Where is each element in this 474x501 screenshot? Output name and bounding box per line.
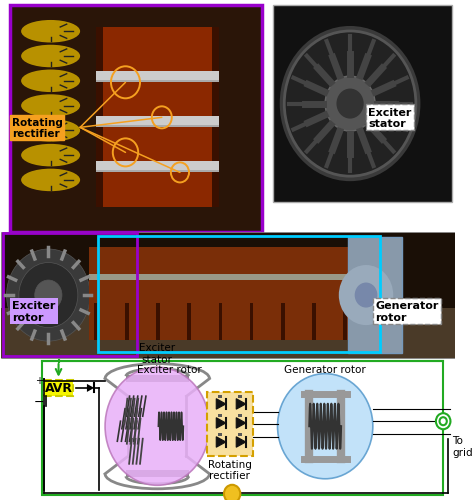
Bar xyxy=(219,304,222,341)
Text: AVR: AVR xyxy=(45,382,73,395)
Bar xyxy=(212,28,219,208)
Bar xyxy=(273,6,452,203)
Circle shape xyxy=(439,417,447,425)
Text: Rotating
rectifier: Rotating rectifier xyxy=(12,117,63,139)
Bar xyxy=(3,234,137,356)
Bar xyxy=(0,308,455,358)
Text: −: − xyxy=(34,395,45,408)
Ellipse shape xyxy=(21,145,80,167)
Circle shape xyxy=(337,89,364,119)
Bar xyxy=(281,304,284,341)
Bar xyxy=(312,304,316,341)
Bar xyxy=(96,162,219,173)
Polygon shape xyxy=(236,437,246,447)
Text: Exciter
stator: Exciter stator xyxy=(368,107,411,129)
Circle shape xyxy=(7,249,90,341)
Bar xyxy=(219,395,222,398)
Bar xyxy=(250,304,254,341)
Ellipse shape xyxy=(21,95,80,118)
Bar xyxy=(348,238,402,353)
Circle shape xyxy=(35,281,62,311)
Circle shape xyxy=(277,374,373,479)
Bar xyxy=(89,248,348,341)
Bar xyxy=(89,275,348,281)
Ellipse shape xyxy=(21,169,80,192)
Bar xyxy=(126,470,189,477)
Bar xyxy=(98,237,380,352)
Ellipse shape xyxy=(105,367,210,485)
Bar xyxy=(96,72,219,83)
Bar xyxy=(125,304,128,341)
Circle shape xyxy=(325,77,375,132)
Text: Exciter
stator: Exciter stator xyxy=(139,342,175,364)
Bar xyxy=(10,6,262,233)
Bar xyxy=(96,117,219,128)
Polygon shape xyxy=(87,384,94,392)
Circle shape xyxy=(339,266,393,326)
Circle shape xyxy=(355,283,377,308)
Text: Generator rotor: Generator rotor xyxy=(284,364,366,374)
Bar xyxy=(0,356,455,500)
Text: To
grid: To grid xyxy=(452,435,473,457)
Text: +: + xyxy=(35,376,43,386)
Bar xyxy=(126,375,189,382)
Circle shape xyxy=(224,485,240,501)
FancyBboxPatch shape xyxy=(207,392,253,456)
Circle shape xyxy=(19,263,78,328)
Circle shape xyxy=(284,32,416,177)
Bar xyxy=(96,28,219,208)
Text: Generator
rotor: Generator rotor xyxy=(375,301,438,322)
Ellipse shape xyxy=(21,21,80,44)
Bar xyxy=(187,304,191,341)
Bar xyxy=(0,233,455,358)
Bar xyxy=(96,28,103,208)
Bar xyxy=(238,433,242,436)
FancyBboxPatch shape xyxy=(44,380,73,396)
Polygon shape xyxy=(216,418,226,428)
Circle shape xyxy=(436,413,450,429)
Text: Exciter rotor: Exciter rotor xyxy=(137,364,201,374)
Bar xyxy=(238,414,242,417)
Bar xyxy=(219,414,222,417)
Bar xyxy=(156,304,160,341)
Polygon shape xyxy=(236,418,246,428)
Bar xyxy=(96,126,219,128)
Polygon shape xyxy=(216,437,226,447)
Bar xyxy=(42,361,443,495)
Bar xyxy=(96,171,219,173)
Circle shape xyxy=(280,27,420,182)
Ellipse shape xyxy=(21,70,80,93)
Polygon shape xyxy=(216,399,226,409)
Bar xyxy=(94,304,97,341)
Bar xyxy=(238,395,242,398)
Ellipse shape xyxy=(21,120,80,142)
Bar xyxy=(219,433,222,436)
Bar xyxy=(343,304,347,341)
Text: Exciter
rotor: Exciter rotor xyxy=(12,301,55,322)
Bar xyxy=(96,81,219,83)
Ellipse shape xyxy=(21,46,80,68)
Text: Rotating
rectifier: Rotating rectifier xyxy=(208,459,252,480)
Polygon shape xyxy=(236,399,246,409)
